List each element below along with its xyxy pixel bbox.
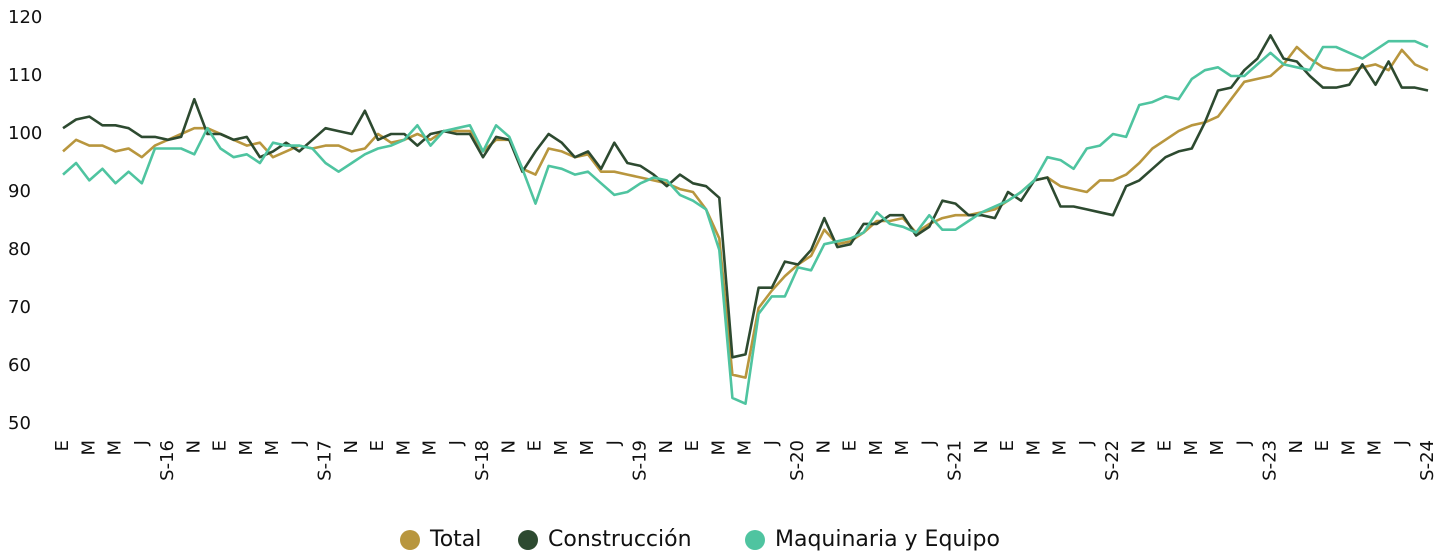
x-tick-label: J: [603, 440, 624, 446]
x-tick-label: E: [1155, 440, 1176, 451]
x-tick-label: N: [656, 440, 677, 453]
x-tick-label: J: [288, 440, 309, 446]
x-tick-label: M: [551, 440, 572, 456]
x-tick-label: E: [997, 440, 1018, 451]
x-tick-label: N: [341, 440, 362, 453]
y-tick-label: 100: [8, 123, 42, 144]
x-tick-label: E: [210, 440, 231, 451]
y-tick-label: 90: [8, 181, 31, 202]
legend-marker: [745, 530, 765, 550]
x-tick-label: J: [918, 440, 939, 446]
x-tick-label: E: [1312, 440, 1333, 451]
x-tick-label: M: [262, 440, 283, 456]
x-tick-label: M: [735, 440, 756, 456]
legend-label: Construcción: [548, 527, 692, 552]
x-tick-label: S-24: [1417, 440, 1438, 481]
x-tick-label: M: [1050, 440, 1071, 456]
y-tick-label: 50: [8, 413, 31, 434]
x-tick-label: E: [367, 440, 388, 451]
x-tick-label: M: [708, 440, 729, 456]
x-tick-label: J: [761, 440, 782, 446]
x-tick-label: M: [1365, 440, 1386, 456]
x-tick-label: J: [1391, 440, 1412, 446]
x-tick-label: N: [1128, 440, 1149, 453]
x-tick-label: S-22: [1102, 440, 1123, 481]
x-tick-label: M: [1207, 440, 1228, 456]
x-tick-label: S-21: [945, 440, 966, 481]
x-tick-label: M: [105, 440, 126, 456]
x-tick-label: N: [1286, 440, 1307, 453]
x-tick-label: E: [525, 440, 546, 451]
x-tick-label: J: [446, 440, 467, 446]
x-tick-label: N: [971, 440, 992, 453]
x-tick-label: M: [393, 440, 414, 456]
x-tick-label: E: [52, 440, 73, 451]
x-tick-label: S-20: [787, 440, 808, 481]
x-tick-label: N: [498, 440, 519, 453]
x-tick-label: S-18: [472, 440, 493, 481]
legend-label: Maquinaria y Equipo: [775, 527, 1000, 552]
x-tick-label: M: [866, 440, 887, 456]
y-tick-label: 110: [8, 65, 42, 86]
x-tick-label: M: [236, 440, 257, 456]
series-line: [62, 34, 1429, 359]
x-tick-label: E: [840, 440, 861, 451]
legend-label: Total: [429, 527, 481, 552]
x-tick-label: M: [1181, 440, 1202, 456]
x-tick-label: J: [1233, 440, 1254, 446]
series-line: [62, 39, 1429, 405]
series-line: [62, 45, 1429, 379]
y-tick-label: 120: [8, 7, 42, 28]
y-tick-label: 60: [8, 355, 31, 376]
x-tick-label: S-19: [630, 440, 651, 481]
x-tick-label: M: [420, 440, 441, 456]
x-tick-label: J: [1076, 440, 1097, 446]
legend-marker: [400, 530, 420, 550]
x-tick-label: J: [131, 440, 152, 446]
x-tick-label: S-17: [315, 440, 336, 481]
x-tick-label: E: [682, 440, 703, 451]
x-tick-label: S-16: [157, 440, 178, 481]
legend-marker: [518, 530, 538, 550]
x-tick-label: S-23: [1260, 440, 1281, 481]
x-tick-label: M: [1023, 440, 1044, 456]
x-tick-label: N: [813, 440, 834, 453]
x-tick-label: M: [577, 440, 598, 456]
x-tick-label: M: [78, 440, 99, 456]
x-tick-label: N: [183, 440, 204, 453]
x-tick-label: M: [892, 440, 913, 456]
x-tick-label: M: [1338, 440, 1359, 456]
y-tick-label: 80: [8, 239, 31, 260]
y-tick-label: 70: [8, 297, 31, 318]
